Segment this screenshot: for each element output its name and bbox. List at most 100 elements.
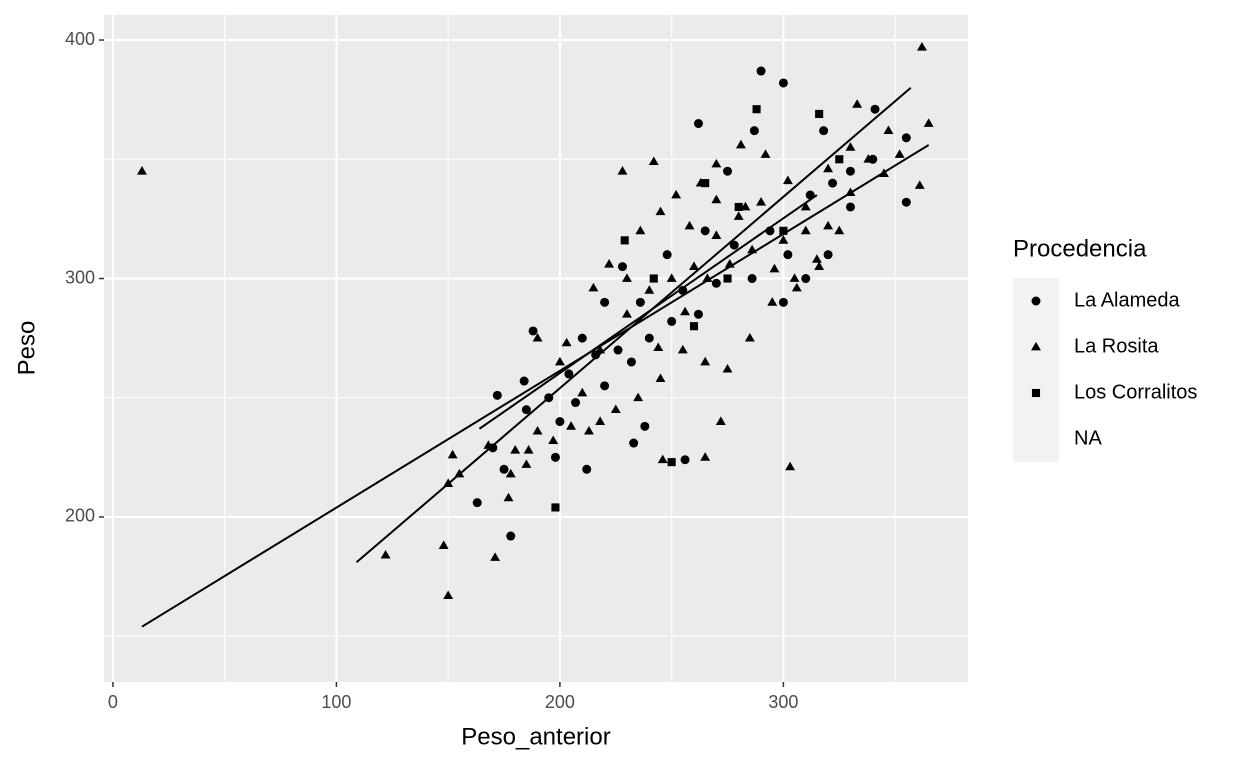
point (577, 333, 587, 343)
point (635, 297, 645, 307)
point (740, 201, 751, 211)
point (443, 590, 454, 600)
point (749, 126, 759, 136)
fit-line (141, 144, 930, 628)
point (588, 282, 599, 292)
point (923, 118, 934, 127)
point (620, 236, 629, 245)
point (644, 333, 654, 343)
point (700, 452, 711, 461)
y-tick-label: 200 (65, 506, 95, 526)
point (380, 549, 391, 559)
point (561, 337, 572, 347)
y-tick-label: 400 (65, 29, 95, 49)
point (550, 452, 560, 462)
point (729, 240, 739, 250)
point (693, 309, 703, 319)
point (532, 332, 543, 342)
point (655, 206, 666, 216)
point (901, 133, 911, 143)
point (438, 540, 449, 549)
point (701, 179, 710, 188)
point (722, 363, 733, 373)
point (523, 445, 534, 454)
point (680, 455, 690, 465)
point (845, 142, 856, 151)
point (689, 261, 699, 270)
point (715, 416, 726, 425)
fit-line (355, 86, 912, 564)
point (649, 274, 658, 283)
point (752, 105, 761, 114)
point (600, 381, 610, 391)
point (711, 158, 722, 168)
point (744, 332, 755, 342)
point (723, 166, 733, 176)
point (782, 175, 793, 185)
point (914, 180, 925, 189)
point (657, 454, 668, 464)
point (852, 99, 863, 108)
point (617, 262, 627, 272)
point (789, 273, 800, 282)
point (834, 225, 845, 235)
x-axis-title: Peso_anterior (461, 723, 610, 750)
point (894, 149, 905, 158)
point (577, 387, 588, 397)
x-tick-label: 0 (108, 692, 118, 712)
legend-label: La Alameda (1074, 289, 1181, 311)
point (819, 126, 829, 136)
point (870, 104, 880, 114)
point (733, 211, 744, 220)
point (734, 202, 743, 212)
point (582, 464, 592, 474)
point (506, 531, 516, 541)
point (723, 274, 732, 283)
point (564, 369, 574, 379)
point (505, 468, 516, 478)
point (711, 194, 722, 204)
point (671, 189, 682, 199)
point (490, 552, 501, 561)
point (791, 282, 802, 292)
point (823, 220, 834, 230)
legend-title: Procedencia (1013, 235, 1147, 262)
point (823, 163, 834, 173)
point (510, 445, 521, 454)
point (823, 250, 833, 260)
point (845, 166, 855, 176)
point (800, 225, 811, 235)
point (595, 416, 606, 425)
point (756, 66, 766, 76)
point (778, 235, 789, 244)
point (472, 498, 482, 508)
point (666, 273, 677, 282)
point (680, 306, 691, 316)
point (700, 226, 710, 236)
point (815, 109, 824, 119)
point (811, 254, 822, 263)
legend-key (1031, 341, 1041, 351)
point (629, 438, 639, 448)
point (554, 356, 565, 366)
legend-label: NA (1074, 427, 1102, 449)
legend-key (1031, 296, 1041, 306)
point (653, 342, 664, 352)
point (835, 155, 844, 164)
point (648, 156, 659, 166)
point (667, 316, 677, 326)
x-tick-label: 300 (768, 692, 798, 712)
fit-line (478, 194, 818, 430)
y-axis-title: Peso (13, 321, 40, 376)
point (756, 197, 767, 206)
point (622, 309, 632, 318)
point (684, 220, 695, 230)
point (785, 461, 796, 471)
point (571, 398, 581, 408)
point (863, 154, 874, 163)
point (584, 425, 594, 435)
y-tick-label: 300 (65, 267, 95, 287)
point (604, 259, 615, 268)
point (635, 225, 646, 235)
